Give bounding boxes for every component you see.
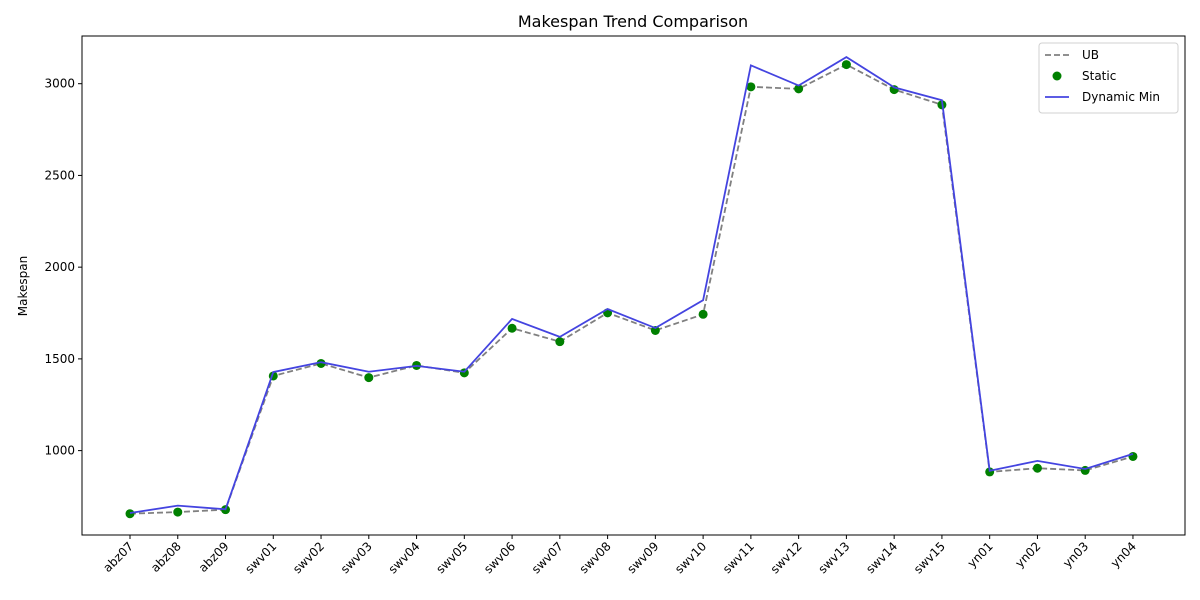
static-point xyxy=(1128,451,1138,461)
static-point xyxy=(841,60,851,70)
x-tick-label: swv14 xyxy=(863,539,900,576)
x-tick-label: swv15 xyxy=(911,539,948,576)
static-point xyxy=(316,358,326,368)
x-tick-label: swv02 xyxy=(290,539,327,576)
x-tick-label: swv13 xyxy=(815,539,852,576)
dynamic-min-line xyxy=(129,56,1134,514)
static-point xyxy=(650,325,660,335)
x-tick-label: swv12 xyxy=(768,539,805,576)
static-point xyxy=(698,309,708,319)
y-tick-label: 1000 xyxy=(44,444,75,458)
x-tick-label: yn01 xyxy=(965,539,996,570)
x-tick-label: abz07 xyxy=(100,539,136,575)
x-tick-label: swv07 xyxy=(529,539,566,576)
legend-label: Dynamic Min xyxy=(1082,90,1160,104)
static-point xyxy=(125,509,135,519)
x-tick-label: swv11 xyxy=(720,539,757,576)
x-tick-label: swv03 xyxy=(338,539,375,576)
static-point xyxy=(364,373,374,383)
x-tick-label: yn04 xyxy=(1108,539,1139,570)
axes: 1000 1500 2000 2500 3000 abz07 abz08 abz09 swv01… xyxy=(44,35,1186,576)
legend-label: Static xyxy=(1082,69,1116,83)
x-tick-label: swv04 xyxy=(386,539,423,576)
legend-label: UB xyxy=(1082,48,1099,62)
static-point xyxy=(794,84,804,94)
static-point xyxy=(746,82,756,92)
legend: UB Static Dynamic Min xyxy=(1038,42,1179,114)
x-tick-label: swv10 xyxy=(672,539,709,576)
static-point xyxy=(173,507,183,517)
ub-line xyxy=(129,63,1134,515)
chart-title: Makespan Trend Comparison xyxy=(518,12,748,31)
x-tick-label: yn02 xyxy=(1012,539,1043,570)
x-tick-label: swv08 xyxy=(577,539,614,576)
x-tick-label: swv01 xyxy=(242,539,279,576)
plot-frame xyxy=(81,35,1186,536)
y-tick-label: 2500 xyxy=(44,168,75,182)
static-point xyxy=(459,368,469,378)
y-axis-title: Makespan xyxy=(16,256,30,316)
y-tick-label: 2000 xyxy=(44,260,75,274)
legend-box xyxy=(1038,42,1179,114)
static-point xyxy=(507,323,517,333)
y-tick-label: 1500 xyxy=(44,352,75,366)
x-tick-label: swv05 xyxy=(433,539,470,576)
static-point xyxy=(555,337,565,347)
y-tick-label: 3000 xyxy=(44,77,75,91)
plot-area xyxy=(125,56,1138,519)
x-tick-label: swv09 xyxy=(624,539,661,576)
x-tick-label: yn03 xyxy=(1060,539,1091,570)
x-tick-label: abz09 xyxy=(196,539,232,575)
x-tick-label: abz08 xyxy=(148,539,184,575)
x-tick-label: swv06 xyxy=(481,539,518,576)
static-point xyxy=(1032,463,1042,473)
legend-marker-static xyxy=(1052,71,1062,81)
